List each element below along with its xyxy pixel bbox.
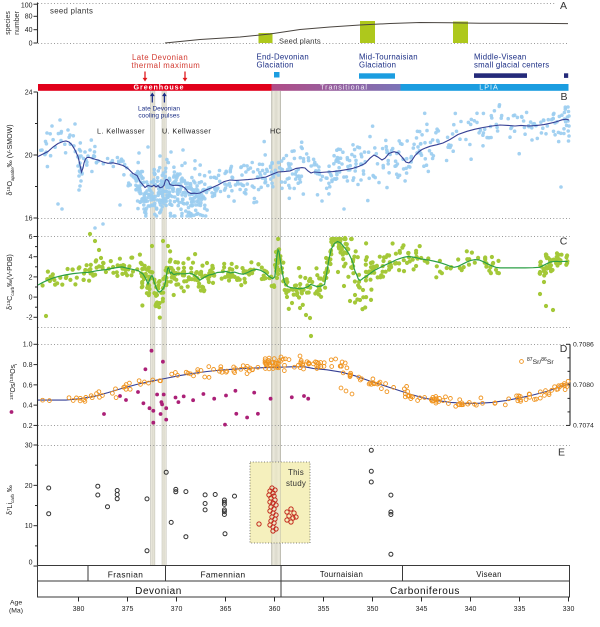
svg-text:20: 20: [25, 152, 33, 159]
svg-text:6: 6: [29, 234, 33, 241]
svg-text:Tournaisian: Tournaisian: [320, 570, 363, 579]
svg-text:0.2: 0.2: [23, 423, 33, 430]
svg-text:360: 360: [269, 606, 281, 613]
svg-text:0: 0: [29, 295, 33, 302]
svg-text:365: 365: [220, 606, 232, 613]
svg-text:0.8: 0.8: [23, 362, 33, 369]
svg-text:350: 350: [367, 606, 379, 613]
svg-text:D: D: [560, 343, 568, 355]
svg-text:-2: -2: [26, 315, 32, 322]
svg-text:187Os/188Osi: 187Os/188Osi: [9, 364, 18, 400]
svg-text:4: 4: [29, 254, 33, 261]
svg-text:δ18Oapatite‰ (V-SMOW): δ18Oapatite‰ (V-SMOW): [6, 124, 15, 195]
svg-text:24: 24: [25, 89, 33, 96]
svg-text:1.0: 1.0: [23, 342, 33, 349]
svg-text:87Sr/86Sr: 87Sr/86Sr: [527, 357, 554, 366]
svg-text:40: 40: [25, 27, 33, 34]
svg-text:80: 80: [25, 14, 33, 21]
svg-text:A: A: [560, 0, 567, 12]
svg-text:0.7080: 0.7080: [573, 382, 594, 389]
svg-text:δ13Ccarb‰(V-PDB): δ13Ccarb‰(V-PDB): [6, 254, 15, 310]
svg-text:Famennian: Famennian: [200, 570, 245, 580]
svg-text:340: 340: [465, 606, 477, 613]
svg-text:0.7086: 0.7086: [573, 342, 594, 349]
svg-text:Greenhouse: Greenhouse: [134, 82, 185, 91]
svg-text:C: C: [560, 236, 568, 248]
svg-text:375: 375: [122, 606, 134, 613]
svg-text:Glaciation: Glaciation: [257, 61, 294, 70]
svg-text:δ7Licarb ‰: δ7Licarb ‰: [6, 485, 15, 515]
svg-text:U. Kellwasser: U. Kellwasser: [162, 126, 211, 135]
svg-text:Frasnian: Frasnian: [108, 570, 143, 580]
svg-text:Devonian: Devonian: [135, 586, 182, 597]
svg-text:(Ma): (Ma): [9, 608, 23, 615]
svg-text:Visean: Visean: [476, 570, 502, 579]
svg-text:cooling pulses: cooling pulses: [138, 113, 180, 120]
svg-text:L. Kellwasser: L. Kellwasser: [97, 126, 145, 135]
svg-text:30: 30: [25, 442, 33, 449]
svg-text:100: 100: [21, 2, 33, 9]
svg-text:0: 0: [29, 559, 33, 566]
svg-text:E: E: [558, 447, 565, 459]
svg-text:This: This: [288, 468, 304, 477]
svg-text:Late Devonian: Late Devonian: [132, 53, 188, 62]
svg-text:Glaciation: Glaciation: [359, 61, 396, 70]
svg-text:370: 370: [171, 606, 183, 613]
svg-text:0: 0: [29, 40, 33, 47]
svg-text:Transitional: Transitional: [320, 82, 368, 91]
svg-text:species: species: [5, 11, 12, 35]
svg-text:number: number: [14, 10, 21, 34]
svg-text:16: 16: [25, 215, 33, 222]
svg-text:0.7074: 0.7074: [573, 423, 594, 430]
svg-text:Carboniferous: Carboniferous: [390, 586, 460, 597]
svg-text:20: 20: [25, 483, 33, 490]
svg-text:345: 345: [416, 606, 428, 613]
svg-text:10: 10: [25, 523, 33, 530]
svg-text:B: B: [560, 91, 567, 103]
svg-text:thermal maximum: thermal maximum: [132, 61, 201, 70]
svg-text:330: 330: [563, 606, 575, 613]
svg-text:2: 2: [29, 274, 33, 281]
svg-text:small glacial centers: small glacial centers: [474, 61, 549, 70]
svg-text:0.4: 0.4: [23, 403, 33, 410]
svg-text:study: study: [286, 479, 306, 488]
svg-text:HC: HC: [270, 126, 281, 135]
svg-text:End-Devonian: End-Devonian: [257, 53, 309, 62]
svg-text:355: 355: [318, 606, 330, 613]
svg-text:LPIA: LPIA: [479, 82, 499, 91]
svg-text:Late Devonian: Late Devonian: [138, 106, 180, 113]
svg-text:380: 380: [73, 606, 85, 613]
svg-text:335: 335: [514, 606, 526, 613]
svg-text:seed plants: seed plants: [50, 7, 93, 16]
svg-text:Age: Age: [10, 600, 22, 607]
svg-text:0.6: 0.6: [23, 382, 33, 389]
svg-text:Seed plants: Seed plants: [279, 37, 321, 46]
svg-text:Mid-Tournaisian: Mid-Tournaisian: [359, 53, 418, 62]
svg-text:Middle-Visean: Middle-Visean: [474, 53, 527, 62]
